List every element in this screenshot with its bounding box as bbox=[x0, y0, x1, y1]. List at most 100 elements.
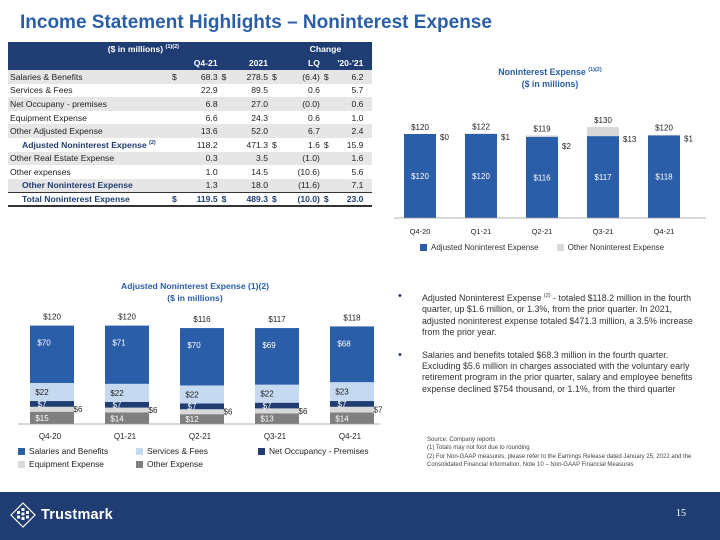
footer-bar: Trustmark 15 bbox=[0, 492, 720, 540]
cell-value: 1.6 bbox=[330, 151, 366, 166]
table-row: Salaries & Benefits $68.3 $278.5 $ (6.4) $6.2 bbox=[8, 70, 372, 84]
currency-symbol bbox=[170, 138, 179, 152]
bar-adjusted bbox=[465, 134, 497, 218]
cell-value: 0.6 bbox=[307, 112, 320, 123]
x-tick-label: Q3-21 bbox=[593, 227, 614, 236]
cell-value: 5.7 bbox=[351, 85, 364, 96]
currency-symbol bbox=[170, 165, 179, 179]
table-header-label: ($ in millions) (1)(2) bbox=[8, 42, 279, 56]
bar-total-label: $116 bbox=[193, 315, 211, 324]
bar-segment-1 bbox=[255, 408, 299, 414]
cell-value: 1.6 bbox=[307, 139, 320, 150]
bullet-adjusted-expense: Adjusted Noninterest Expense (2) - total… bbox=[398, 291, 698, 339]
cell-value: (0.0) bbox=[278, 97, 322, 111]
bar-label-other: $1 bbox=[684, 134, 693, 143]
currency-symbol bbox=[219, 124, 229, 138]
table-row: Services & Fees 22.9 89.5 0.6 5.7 bbox=[8, 84, 372, 98]
cell-value: 6.2 bbox=[330, 70, 366, 84]
bar-label-adjusted: $120 bbox=[472, 172, 490, 181]
cell-value: 119.5 bbox=[178, 191, 220, 207]
segment-label: $22 bbox=[260, 390, 274, 399]
segment-label: $7 bbox=[188, 402, 197, 411]
currency-symbol bbox=[322, 111, 331, 125]
currency-symbol bbox=[270, 178, 279, 193]
bar-segment-3 bbox=[330, 382, 374, 402]
legend-other: Other Noninterest Expense bbox=[556, 243, 664, 252]
cell-value: 0.6 bbox=[307, 85, 320, 96]
currency-symbol bbox=[322, 165, 331, 179]
legend-item: Services & Fees bbox=[136, 446, 258, 456]
table-row: Other expenses 1.0 14.5 (10.6) 5.6 bbox=[8, 165, 372, 179]
row-label: Other expenses bbox=[10, 166, 71, 177]
row-spacer bbox=[365, 191, 372, 207]
bar-label-other: $0 bbox=[440, 133, 449, 142]
cell-value: 27.0 bbox=[228, 97, 270, 111]
x-tick-label: Q2-21 bbox=[532, 227, 553, 236]
legend-label: Salaries and Benefits bbox=[29, 446, 109, 456]
cell-value: (1.0) bbox=[278, 151, 322, 166]
currency-symbol: $ bbox=[219, 191, 229, 207]
bar-segment-1 bbox=[180, 409, 224, 415]
cell-value: 13.6 bbox=[178, 124, 220, 138]
row-label: Equipment Expense bbox=[10, 112, 87, 123]
cell-value: 6.8 bbox=[178, 97, 220, 111]
currency-symbol bbox=[219, 178, 229, 193]
row-spacer bbox=[365, 138, 372, 152]
cell-value: 1.0 bbox=[351, 112, 364, 123]
currency-symbol bbox=[321, 124, 331, 138]
currency-symbol: $ bbox=[323, 139, 329, 150]
bar-segment-0 bbox=[105, 412, 149, 424]
currency-symbol bbox=[170, 84, 179, 98]
legend-swatch bbox=[420, 244, 427, 252]
adjusted-noninterest-expense-chart: $15 $6 $7 $22 $70 $120 Q4-20 $14 $6 $7 $22 $71 $120 Q… bbox=[18, 313, 383, 441]
currency-symbol bbox=[220, 165, 229, 179]
currency-symbol: $ bbox=[219, 70, 229, 84]
currency-symbol bbox=[170, 111, 179, 125]
row-label: Other Noninterest Expense bbox=[8, 178, 170, 193]
bar-adjusted bbox=[587, 136, 619, 218]
currency-symbol bbox=[170, 178, 179, 193]
legend-item: Other Expense bbox=[136, 459, 258, 469]
bar-total-label: $120 bbox=[655, 124, 673, 133]
table-row: Total Noninterest Expense $119.5 $489.3 $ (1… bbox=[8, 191, 372, 207]
cell-value: 5.6 bbox=[351, 166, 364, 177]
row-label: Net Occupany - premises bbox=[8, 97, 170, 111]
segment-label: $12 bbox=[185, 415, 199, 424]
cell-value: 1.3 bbox=[178, 178, 220, 193]
row-label: Other Adjusted Expense bbox=[8, 124, 170, 138]
legend-swatch bbox=[136, 448, 143, 456]
segment-label: $15 bbox=[35, 414, 49, 423]
cell-value: 278.5 bbox=[228, 70, 270, 84]
cell-value: (10.0) bbox=[278, 191, 322, 207]
segment-label: $13 bbox=[260, 415, 274, 424]
x-tick-label: Q4-20 bbox=[39, 432, 62, 441]
cell-value: 52.0 bbox=[228, 124, 270, 138]
cell-value: 489.3 bbox=[228, 191, 270, 207]
cell-value: 6.7 bbox=[278, 124, 322, 138]
table-row: Net Occupany - premises 6.8 27.0 (0.0) 0.6 bbox=[8, 97, 372, 111]
header-blank bbox=[8, 56, 170, 70]
bar-label-adjusted: $116 bbox=[533, 173, 551, 182]
cell-value: 89.5 bbox=[251, 85, 268, 96]
currency-symbol bbox=[270, 124, 279, 138]
segment-label: $22 bbox=[35, 388, 49, 397]
bar-segment-0 bbox=[180, 414, 224, 424]
source-notes: Source: Company reports (1) Totals may n… bbox=[427, 437, 692, 469]
legend-label: Other Expense bbox=[147, 459, 203, 469]
cell-value: 24.3 bbox=[251, 112, 268, 123]
legend-swatch bbox=[18, 448, 25, 456]
segment-label-equipment: $6 bbox=[149, 406, 158, 415]
bar-segment-3 bbox=[30, 383, 74, 402]
bar-other bbox=[526, 135, 558, 137]
currency-symbol bbox=[170, 97, 179, 111]
segment-label: $70 bbox=[37, 339, 51, 348]
currency-symbol bbox=[322, 84, 331, 98]
bar-label-adjusted: $117 bbox=[594, 173, 612, 182]
x-tick-label: Q3-21 bbox=[264, 432, 287, 441]
legend-item: Salaries and Benefits bbox=[18, 446, 136, 456]
x-tick-label: Q4-21 bbox=[654, 227, 675, 236]
currency-symbol bbox=[270, 84, 279, 98]
bar-total-label: $119 bbox=[533, 124, 551, 133]
table-row: Equipment Expense 6.6 24.3 0.6 1.0 bbox=[8, 111, 372, 125]
currency-symbol: $ bbox=[170, 70, 179, 84]
